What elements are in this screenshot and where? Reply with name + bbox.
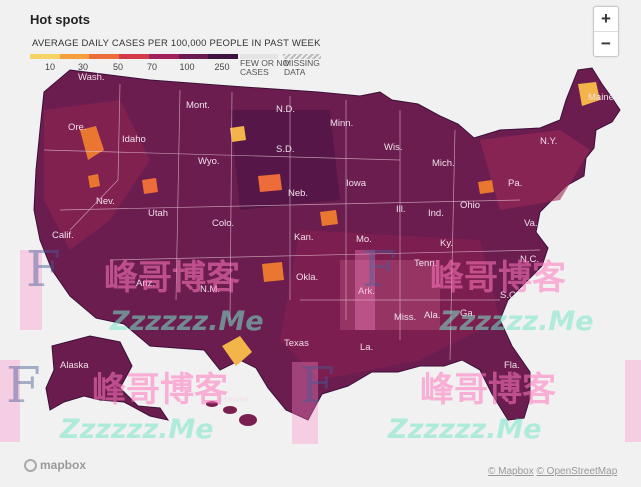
legend-missing-swatch	[283, 54, 321, 59]
watermark-domain: Zzzzzz.Me	[60, 414, 214, 445]
zoom-controls: + −	[593, 6, 619, 57]
state-label-hawaii: Hawaii	[220, 394, 249, 405]
hot-spots	[80, 82, 600, 366]
state-label-nm: N.M.	[200, 284, 220, 295]
state-label-maine: Maine	[588, 92, 614, 103]
northeast-region	[480, 130, 590, 210]
zoom-in-button[interactable]: +	[601, 9, 611, 28]
state-label-miss: Miss.	[394, 312, 416, 323]
legend-swatch	[208, 54, 239, 59]
state-borders	[43, 83, 541, 361]
attribution: © Mapbox © OpenStreetMap	[488, 466, 617, 477]
alaska-shape	[45, 335, 170, 421]
watermark-letter: F	[6, 356, 41, 414]
state-label-la: La.	[360, 342, 373, 353]
state-label-wyo: Wyo.	[198, 156, 220, 167]
legend-color-ramp	[30, 54, 239, 59]
hawaii-shape	[206, 401, 257, 426]
state-label-okla: Okla.	[296, 272, 318, 283]
plains-region	[230, 110, 340, 210]
state-label-fla: Fla.	[504, 360, 520, 371]
legend-swatch	[178, 54, 209, 59]
state-label-ala: Ala.	[424, 310, 440, 321]
state-label-minn: Minn.	[330, 118, 353, 129]
state-label-nev: Nev.	[96, 196, 115, 207]
watermark-letter: F	[362, 240, 397, 298]
watermark-text: 峰哥博客	[104, 258, 240, 298]
watermark-letter: F	[26, 240, 61, 298]
state-label-calif: Calif.	[52, 230, 74, 241]
watermark-text: 峰哥博客	[92, 370, 228, 410]
state-label-colo: Colo.	[212, 218, 234, 229]
state-label-wis: Wis.	[384, 142, 402, 153]
watermark-domain: Zzzzzz.Me	[110, 306, 264, 337]
state-label-utah: Utah	[148, 208, 168, 219]
watermark-domain: Zzzzzz.Me	[440, 306, 594, 337]
watermark-box-3	[292, 362, 318, 444]
state-labels: Wash. Mont. N.D. Minn. Maine Ore. Idaho …	[52, 72, 614, 405]
legend-swatch	[148, 54, 179, 59]
state-label-mich: Mich.	[432, 158, 455, 169]
watermark-domain: Zzzzzz.Me	[388, 414, 542, 445]
state-label-neb: Neb.	[288, 188, 308, 199]
legend-tick-label: 70	[146, 62, 158, 72]
state-label-nd: N.D.	[276, 104, 295, 115]
state-label-mo: Mo.	[356, 234, 372, 245]
legend-tick-label: 10	[44, 62, 56, 72]
zoom-out-button[interactable]: −	[594, 31, 618, 56]
legend-tick-label: 100	[179, 62, 195, 72]
map-title: Hot spots	[30, 12, 90, 27]
state-label-ariz: Ariz.	[136, 278, 155, 289]
state-label-iowa: Iowa	[346, 178, 367, 189]
state-label-ky: Ky.	[440, 238, 453, 249]
watermark-letter: F	[300, 356, 335, 414]
mapbox-attribution-link[interactable]: © Mapbox	[488, 466, 534, 477]
legend-swatch	[119, 54, 149, 59]
state-label-ohio: Ohio	[460, 200, 480, 211]
state-label-ind: Ind.	[428, 208, 444, 219]
watermark-box-4	[0, 360, 20, 442]
watermark-text: 峰哥博客	[430, 258, 566, 298]
watermark-text: 峰哥博客	[420, 370, 556, 410]
state-label-ore: Ore.	[68, 122, 86, 133]
watermark-box-2	[355, 250, 375, 330]
legend-heading: AVERAGE DAILY CASES PER 100,000 PEOPLE I…	[32, 38, 321, 49]
state-label-tenn: Tenn.	[414, 258, 437, 269]
mapbox-logo[interactable]: mapbox	[24, 458, 86, 472]
watermark-box-5	[625, 360, 641, 442]
state-label-sc: S.C.	[500, 290, 518, 301]
mapbox-icon	[24, 458, 37, 472]
watermark-box-1	[20, 250, 42, 330]
state-label-texas: Texas	[284, 338, 309, 349]
state-label-mont: Mont.	[186, 100, 210, 111]
state-label-va: Va.	[524, 218, 538, 229]
state-label-ark: Ark.	[358, 286, 375, 297]
state-label-wash: Wash.	[78, 72, 105, 83]
mapbox-logo-text: mapbox	[40, 458, 87, 472]
state-label-ill: Ill.	[396, 204, 406, 215]
legend-tick-label: 30	[77, 62, 89, 72]
legend-swatch	[30, 54, 60, 59]
legend-tick-label: 50	[112, 62, 124, 72]
state-label-sd: S.D.	[276, 144, 294, 155]
legend-swatch	[59, 54, 90, 59]
state-label-kan: Kan.	[294, 232, 314, 243]
state-label-nc: N.C.	[520, 254, 539, 265]
legend-tick-label: 250	[214, 62, 230, 72]
legend-missing-label: MISSING DATA	[284, 58, 320, 77]
legend-few-label: FEW OR NO CASES	[240, 58, 290, 77]
state-label-ny: N.Y.	[540, 136, 557, 147]
southeast-pink	[340, 260, 440, 330]
state-label-idaho: Idaho	[122, 134, 146, 145]
osm-attribution-link[interactable]: © OpenStreetMap	[536, 466, 618, 477]
legend-swatch	[89, 54, 120, 59]
state-label-ga: Ga.	[460, 308, 475, 319]
state-label-alaska: Alaska	[60, 360, 89, 371]
state-label-pa: Pa.	[508, 178, 522, 189]
legend-ticks: 10 30 50 70 100 250	[30, 62, 238, 76]
legend-few-swatch	[240, 54, 278, 59]
